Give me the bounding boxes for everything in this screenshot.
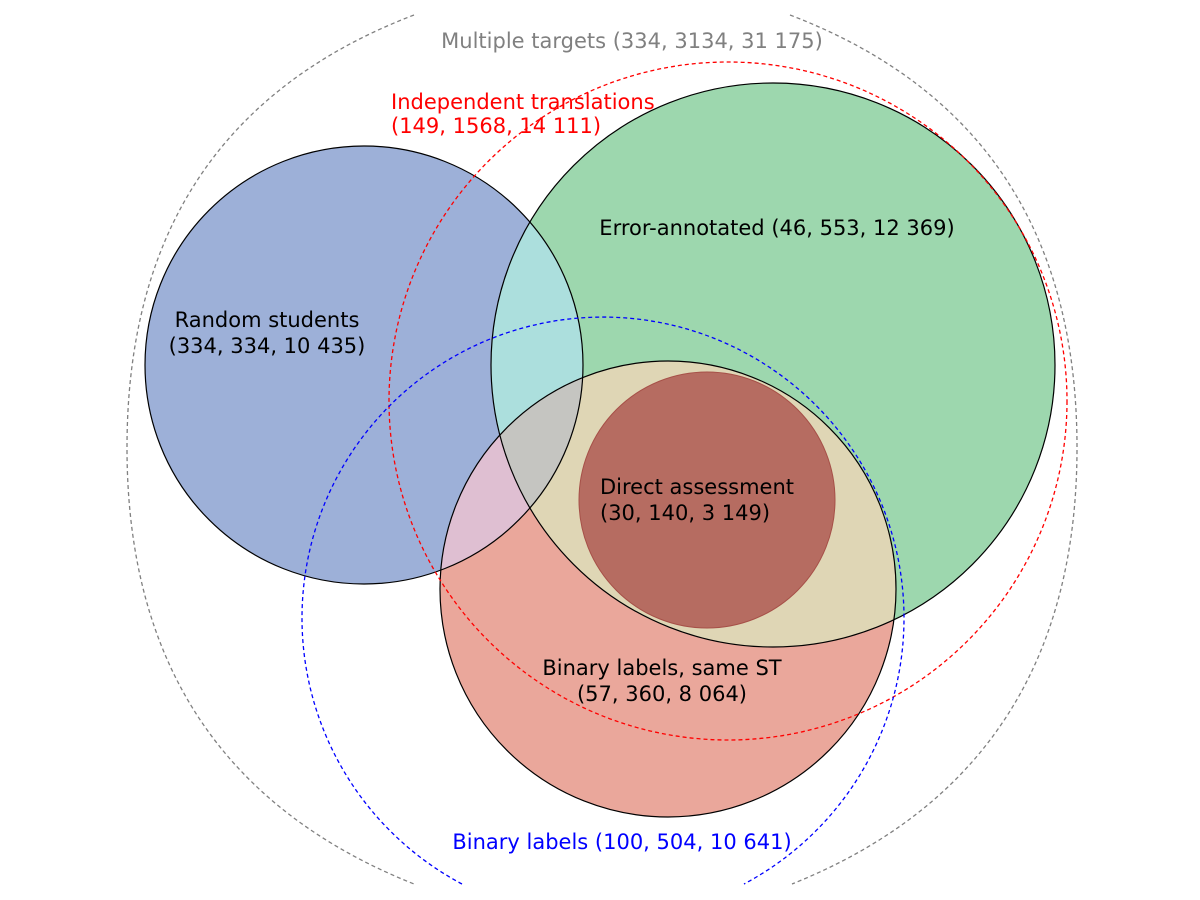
- independent-translations-circle: [388, 61, 1068, 741]
- random-students-counts: (334, 334, 10 435): [169, 334, 366, 358]
- independent-translations-counts: (149, 1568, 14 111): [391, 114, 601, 138]
- binary-labels-circle: [301, 316, 905, 885]
- binary-labels-same-st-label: Binary labels, same ST: [542, 656, 781, 680]
- independent-translations-label: Independent translations: [391, 90, 655, 114]
- binary-labels-same-st-outline: [439, 360, 897, 818]
- error-annotated-outline: [490, 82, 1056, 648]
- random-students-label: Random students: [175, 308, 360, 332]
- direct-assessment-circle: [578, 371, 836, 629]
- direct-assessment-counts: (30, 140, 3 149): [600, 501, 770, 525]
- error-annotated-label: Error-annotated (46, 553, 12 369): [599, 216, 954, 240]
- direct-assessment-label: Direct assessment: [600, 475, 794, 499]
- binary-labels-label: Binary labels (100, 504, 10 641): [452, 830, 791, 854]
- binary-labels-same-st-counts: (57, 360, 8 064): [577, 682, 747, 706]
- multiple-targets-label: Multiple targets (334, 3134, 31 175): [441, 29, 823, 53]
- random-students-outline: [144, 145, 584, 585]
